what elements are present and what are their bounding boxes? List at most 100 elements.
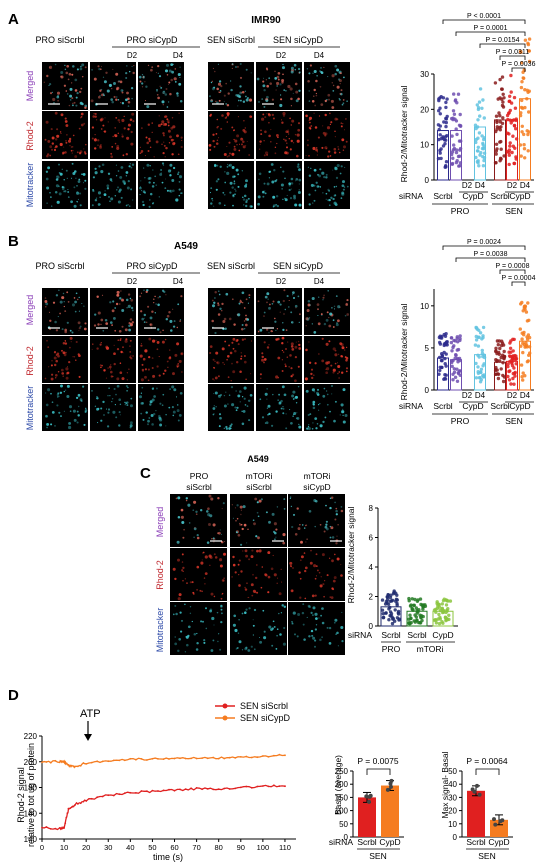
- micrograph-speck: [216, 361, 220, 365]
- micrograph-speck: [177, 72, 181, 77]
- micrograph-speck: [70, 146, 73, 148]
- micrograph-speck: [268, 344, 270, 346]
- micrograph-speck: [126, 307, 128, 309]
- micrograph-speck: [272, 393, 274, 396]
- micrograph-speck: [266, 68, 269, 71]
- micrograph-speck: [57, 354, 60, 358]
- micrograph-speck: [248, 296, 251, 299]
- data-point: [151, 757, 154, 760]
- micrograph-speck: [300, 540, 303, 544]
- data-point: [77, 803, 79, 805]
- micrograph-speck: [120, 166, 124, 169]
- micrograph-speck: [294, 379, 297, 383]
- micrograph-speck: [64, 330, 68, 334]
- micrograph-speck: [310, 125, 313, 127]
- micrograph-speck: [294, 395, 298, 399]
- micrograph-speck: [68, 425, 72, 430]
- micrograph-speck: [66, 371, 70, 375]
- micrograph-speck: [151, 185, 155, 188]
- micrograph-speck: [229, 181, 233, 185]
- micrograph-speck: [308, 341, 310, 343]
- data-point: [473, 123, 478, 127]
- data-point: [58, 761, 61, 764]
- data-point: [500, 818, 505, 823]
- micrograph-speck: [238, 559, 241, 562]
- micrograph-speck: [227, 92, 230, 95]
- micrograph-speck: [298, 189, 300, 191]
- data-point: [223, 757, 226, 760]
- micrograph-speck: [160, 123, 163, 126]
- micrograph-speck: [283, 508, 286, 510]
- micrograph-speck: [326, 574, 329, 577]
- micrograph-speck: [332, 347, 336, 351]
- micrograph-speck: [81, 75, 84, 78]
- y-axis-label: relative to tot ug of protein: [26, 743, 36, 847]
- micrograph-speck: [61, 185, 64, 189]
- data-point: [494, 365, 498, 370]
- micrograph-speck: [324, 99, 327, 103]
- micrograph-speck: [74, 170, 77, 173]
- micrograph-speck: [64, 190, 67, 193]
- micrograph-speck: [111, 401, 113, 403]
- micrograph-speck: [104, 319, 108, 322]
- micrograph-speck: [50, 377, 54, 381]
- micrograph-speck: [116, 384, 120, 388]
- data-point: [481, 98, 485, 102]
- data-point: [70, 806, 73, 808]
- micrograph-speck: [244, 588, 248, 591]
- micrograph-speck: [289, 497, 292, 500]
- micrograph-speck: [140, 149, 144, 153]
- micrograph-speck: [206, 541, 210, 544]
- micrograph-speck: [217, 496, 220, 500]
- micrograph-speck: [244, 586, 246, 589]
- micrograph-speck: [282, 642, 286, 646]
- micrograph-speck: [283, 138, 285, 140]
- micrograph-speck: [213, 624, 215, 626]
- micrograph-speck: [43, 81, 45, 83]
- micrograph-speck: [293, 194, 296, 198]
- data-point: [267, 785, 270, 788]
- micrograph-speck: [164, 156, 166, 158]
- micrograph-speck: [173, 388, 177, 392]
- micrograph-speck: [147, 150, 150, 152]
- micrograph-speck: [331, 306, 333, 309]
- micrograph-speck: [218, 99, 221, 102]
- micrograph-speck: [129, 124, 131, 127]
- micrograph-speck: [46, 202, 48, 204]
- micrograph-speck: [308, 203, 311, 206]
- data-point: [450, 134, 454, 138]
- x-label-scrbl: Scrbl: [381, 630, 400, 640]
- micrograph-speck: [110, 155, 114, 159]
- micrograph-speck: [171, 70, 174, 74]
- data-point: [212, 788, 215, 791]
- micrograph-speck: [139, 194, 141, 196]
- micrograph-speck: [328, 626, 332, 630]
- micrograph-speck: [252, 519, 255, 522]
- micrograph-speck: [271, 98, 274, 101]
- data-point: [239, 786, 242, 789]
- micrograph-speck: [321, 171, 325, 175]
- micrograph-speck: [172, 125, 176, 129]
- micrograph-speck: [264, 573, 268, 577]
- micrograph-speck: [125, 171, 129, 174]
- micrograph-speck: [343, 129, 346, 131]
- micrograph-speck: [120, 350, 123, 354]
- micrograph-speck: [144, 368, 147, 371]
- micrograph-speck: [344, 166, 346, 168]
- micrograph-speck: [272, 300, 275, 303]
- micrograph-speck: [96, 396, 98, 398]
- p-value: P = 0.0036: [502, 61, 536, 68]
- micrograph-speck: [311, 427, 314, 430]
- micrograph-speck: [281, 370, 284, 372]
- micrograph-speck: [223, 94, 226, 97]
- micrograph-speck: [267, 298, 269, 300]
- data-point: [412, 603, 416, 607]
- micrograph-speck: [327, 155, 330, 158]
- micrograph-speck: [308, 155, 310, 157]
- y-tick-label: 250: [335, 767, 349, 776]
- micrograph-speck: [336, 362, 339, 364]
- micrograph-speck: [65, 90, 68, 92]
- micrograph-speck: [199, 589, 202, 592]
- data-point: [67, 764, 70, 766]
- micrograph-speck: [318, 353, 320, 355]
